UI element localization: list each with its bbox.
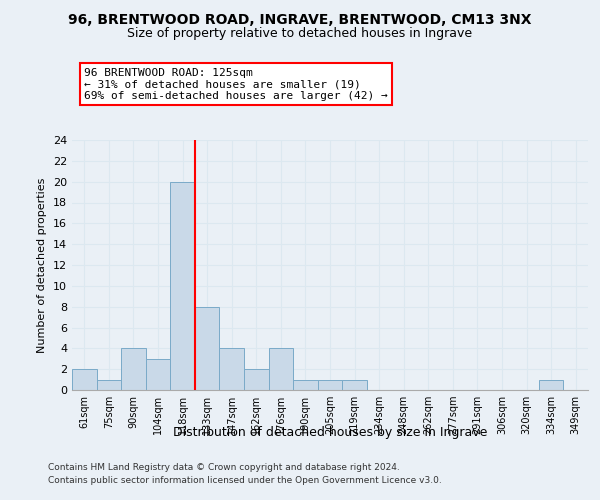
Bar <box>170 182 195 390</box>
Bar <box>195 306 220 390</box>
Bar <box>539 380 563 390</box>
Text: Distribution of detached houses by size in Ingrave: Distribution of detached houses by size … <box>173 426 487 439</box>
Y-axis label: Number of detached properties: Number of detached properties <box>37 178 47 352</box>
Bar <box>342 380 367 390</box>
Text: Size of property relative to detached houses in Ingrave: Size of property relative to detached ho… <box>127 28 473 40</box>
Bar <box>293 380 318 390</box>
Bar <box>220 348 244 390</box>
Bar <box>269 348 293 390</box>
Bar <box>244 369 269 390</box>
Bar <box>146 359 170 390</box>
Text: Contains HM Land Registry data © Crown copyright and database right 2024.: Contains HM Land Registry data © Crown c… <box>48 464 400 472</box>
Text: Contains public sector information licensed under the Open Government Licence v3: Contains public sector information licen… <box>48 476 442 485</box>
Bar <box>318 380 342 390</box>
Bar <box>97 380 121 390</box>
Bar <box>72 369 97 390</box>
Bar <box>121 348 146 390</box>
Text: 96, BRENTWOOD ROAD, INGRAVE, BRENTWOOD, CM13 3NX: 96, BRENTWOOD ROAD, INGRAVE, BRENTWOOD, … <box>68 12 532 26</box>
Text: 96 BRENTWOOD ROAD: 125sqm
← 31% of detached houses are smaller (19)
69% of semi-: 96 BRENTWOOD ROAD: 125sqm ← 31% of detac… <box>84 68 388 100</box>
